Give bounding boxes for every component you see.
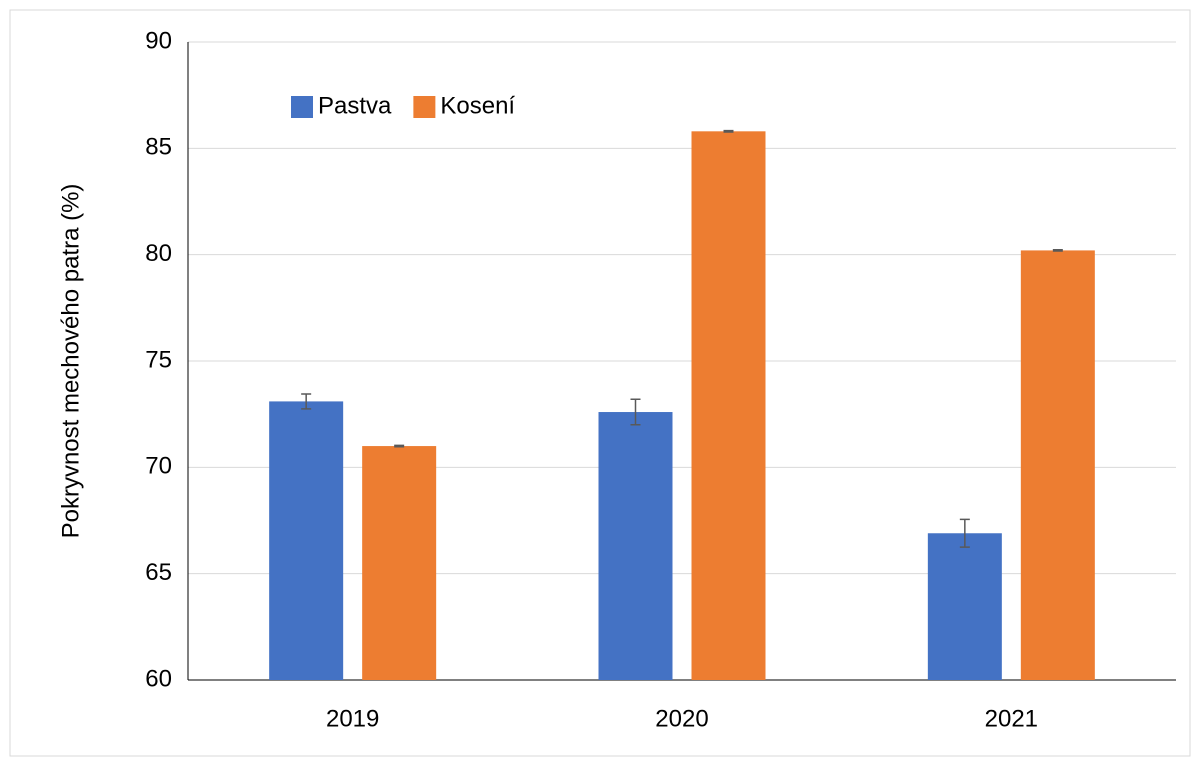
bar: [269, 401, 344, 680]
bar: [927, 533, 1002, 680]
y-tick-label: 90: [145, 27, 172, 54]
legend-swatch: [291, 96, 313, 118]
error-bar: [630, 398, 641, 426]
error-bar: [394, 444, 405, 448]
error-bar: [723, 129, 734, 133]
error-bar: [301, 393, 312, 410]
legend-label: Pastva: [318, 92, 392, 119]
y-tick-label: 80: [145, 240, 172, 267]
bar: [691, 131, 766, 680]
y-tick-label: 65: [145, 559, 172, 586]
bar: [1020, 250, 1095, 680]
y-tick-label: 75: [145, 346, 172, 373]
y-tick-label: 70: [145, 453, 172, 480]
x-tick-label: 2021: [985, 705, 1038, 732]
error-bar: [959, 518, 970, 548]
y-tick-label: 85: [145, 134, 172, 161]
y-axis-label: Pokryvnost mechového patra (%): [57, 184, 84, 539]
bar: [362, 446, 437, 680]
legend-swatch: [413, 96, 436, 118]
y-tick-label: 60: [145, 665, 172, 692]
legend-label: Kosení: [440, 92, 515, 119]
x-tick-label: 2019: [326, 705, 379, 732]
error-bar: [1052, 249, 1063, 252]
x-tick-label: 2020: [655, 705, 708, 732]
bar: [598, 412, 673, 680]
